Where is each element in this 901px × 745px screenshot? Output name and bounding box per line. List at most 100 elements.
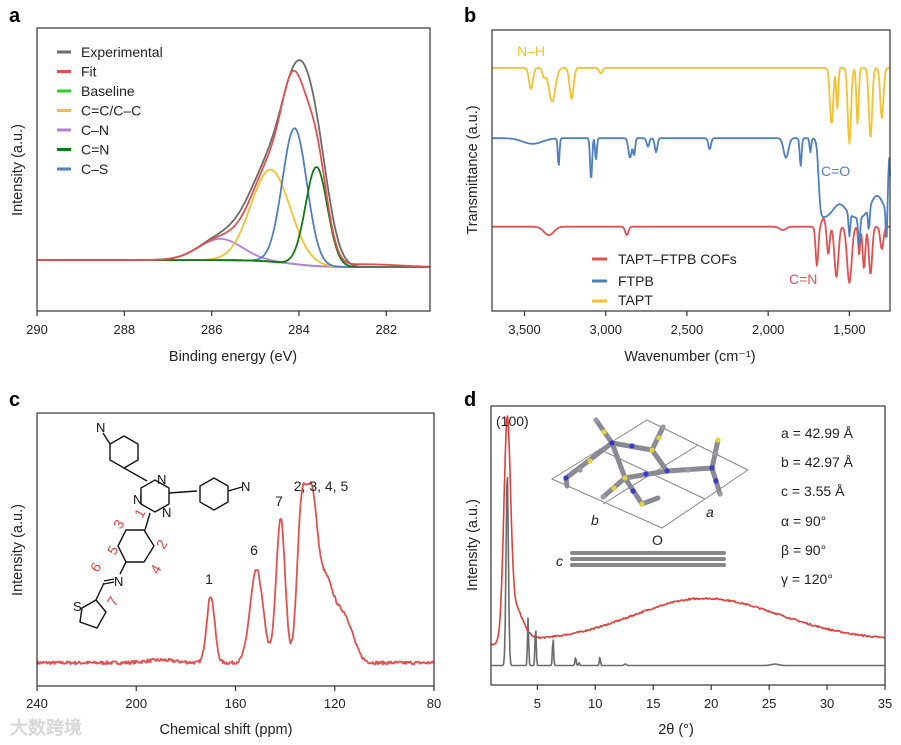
benzene-ring-middle xyxy=(117,529,155,563)
atom-n-imine: N xyxy=(114,574,123,589)
atom-dot xyxy=(713,478,719,484)
atom-n-triazine: N xyxy=(157,472,166,487)
carbon-number-7: 7 xyxy=(104,594,122,609)
x-tick-label: 282 xyxy=(375,322,397,337)
peak-label-7: 7 xyxy=(275,493,283,509)
series-line-c-n xyxy=(36,166,431,268)
series-line-ftpb xyxy=(491,137,891,247)
x-tick-label: 30 xyxy=(820,696,834,711)
series-line-simulated xyxy=(491,476,885,667)
atom-dot xyxy=(715,437,721,443)
series-line-c-n xyxy=(36,238,431,268)
panel-letter-a: a xyxy=(9,5,21,27)
xlabel-a: Binding energy (eV) xyxy=(169,349,297,365)
axis-label-b: b xyxy=(591,512,599,528)
x-tick-label: 290 xyxy=(26,322,48,337)
legend-label: C=N xyxy=(81,142,109,158)
molecule-structure xyxy=(79,432,243,629)
lattice-b: b = 42.97 Å xyxy=(781,454,854,470)
peak-label-1: 1 xyxy=(205,571,213,587)
x-tick-label: 160 xyxy=(225,696,247,711)
plot-d: 5 10 15 20 25 30 35 xyxy=(490,405,892,711)
panel-letter-d: d xyxy=(464,389,476,411)
x-tick-label: 286 xyxy=(201,322,223,337)
legend-b: TAPT–FTPB COFs FTPB TAPT xyxy=(592,251,737,308)
x-tick-label: 1,500 xyxy=(833,322,866,337)
atom-dot xyxy=(630,488,636,494)
atom-dot xyxy=(601,429,607,435)
atom-dot xyxy=(609,440,615,446)
origin-label: O xyxy=(652,532,663,548)
bond xyxy=(102,432,111,445)
x-tick-label: 35 xyxy=(878,696,892,711)
carbon-number-2: 2 xyxy=(153,537,171,552)
peak-label-2345: 2, 3, 4, 5 xyxy=(294,478,349,494)
series-line-experimental xyxy=(490,415,886,646)
x-tick-label: 80 xyxy=(427,696,441,711)
atom-dot xyxy=(649,447,655,453)
crystal-structure: a b O c xyxy=(550,417,749,569)
lattice-parameters: a = 42.99 Å b = 42.97 Å c = 3.55 Å α = 9… xyxy=(781,425,854,587)
x-tick-label: 240 xyxy=(26,696,48,711)
atom-n-top: N xyxy=(96,420,105,435)
atom-dot xyxy=(622,475,628,481)
legend-label: Experimental xyxy=(81,44,163,60)
series-line-c-c-c-c xyxy=(36,168,431,268)
series-line-fit xyxy=(36,69,431,268)
atom-dot xyxy=(600,494,606,500)
plot-c: 240 200 160 120 80 xyxy=(26,412,441,711)
x-tick-label: 200 xyxy=(125,696,147,711)
benzene-ring-right xyxy=(199,477,229,511)
plot-frame xyxy=(490,405,886,686)
carbon-number-3: 3 xyxy=(110,517,128,532)
atom-dot xyxy=(717,491,723,497)
x-tick-label: 10 xyxy=(588,696,602,711)
lattice-alpha: α = 90° xyxy=(781,513,826,529)
atom-n-triazine: N xyxy=(162,505,171,520)
xlabel-b: Wavenumber (cm⁻¹) xyxy=(624,349,755,365)
x-tick-label: 15 xyxy=(646,696,660,711)
benzene-ring-top xyxy=(109,435,139,469)
triazine-ring xyxy=(140,479,170,513)
axis-label-a: a xyxy=(706,504,714,520)
atom-dot xyxy=(639,501,645,507)
xlabel-c: Chemical shift (ppm) xyxy=(160,722,293,738)
atom-dot xyxy=(563,475,569,481)
x-tick-label: 284 xyxy=(288,322,310,337)
atom-s: S xyxy=(73,599,82,614)
series-line-tapt xyxy=(491,67,891,145)
legend-label: C–S xyxy=(81,161,108,177)
lattice-c: c = 3.55 Å xyxy=(781,483,845,499)
x-tick-label: 2,000 xyxy=(752,322,785,337)
annotation-nh: N–H xyxy=(517,43,545,59)
atom-dot xyxy=(685,467,691,473)
ylabel-c: Intensity (a.u.) xyxy=(10,504,26,596)
atom-dot xyxy=(709,465,715,471)
atom-dot xyxy=(593,417,599,423)
atom-dot xyxy=(664,468,670,474)
annotation-co: C=O xyxy=(821,163,850,179)
plot-frame xyxy=(36,412,435,687)
stacked-layers xyxy=(570,551,726,567)
x-tick-label: 3,000 xyxy=(589,322,622,337)
x-tick-label: 25 xyxy=(762,696,776,711)
legend-a: Experimental Fit Baseline C=C/C–C C–N C=N C–S xyxy=(57,44,163,177)
x-tick-label: 2,500 xyxy=(671,322,704,337)
carbon-number-4: 4 xyxy=(147,562,165,577)
axis-label-c: c xyxy=(556,553,563,569)
atom-dot xyxy=(656,435,662,441)
x-tick-label: 20 xyxy=(704,696,718,711)
atom-dot xyxy=(611,485,617,491)
molecule-labels: N N N N N N S 1 2 3 4 5 6 7 xyxy=(73,420,250,614)
atom-dot xyxy=(660,424,666,430)
lattice-beta: β = 90° xyxy=(781,542,826,558)
carbon-number-6: 6 xyxy=(87,560,105,575)
lattice-a: a = 42.99 Å xyxy=(781,425,854,441)
legend-label-cof: TAPT–FTPB COFs xyxy=(618,251,737,267)
peak-label-6: 6 xyxy=(250,542,258,558)
plot-a: 290 288 286 284 282 xyxy=(26,27,431,337)
thiophene-ring xyxy=(79,599,107,629)
xlabel-d: 2θ (°) xyxy=(658,722,694,738)
legend-label: C–N xyxy=(81,122,109,138)
